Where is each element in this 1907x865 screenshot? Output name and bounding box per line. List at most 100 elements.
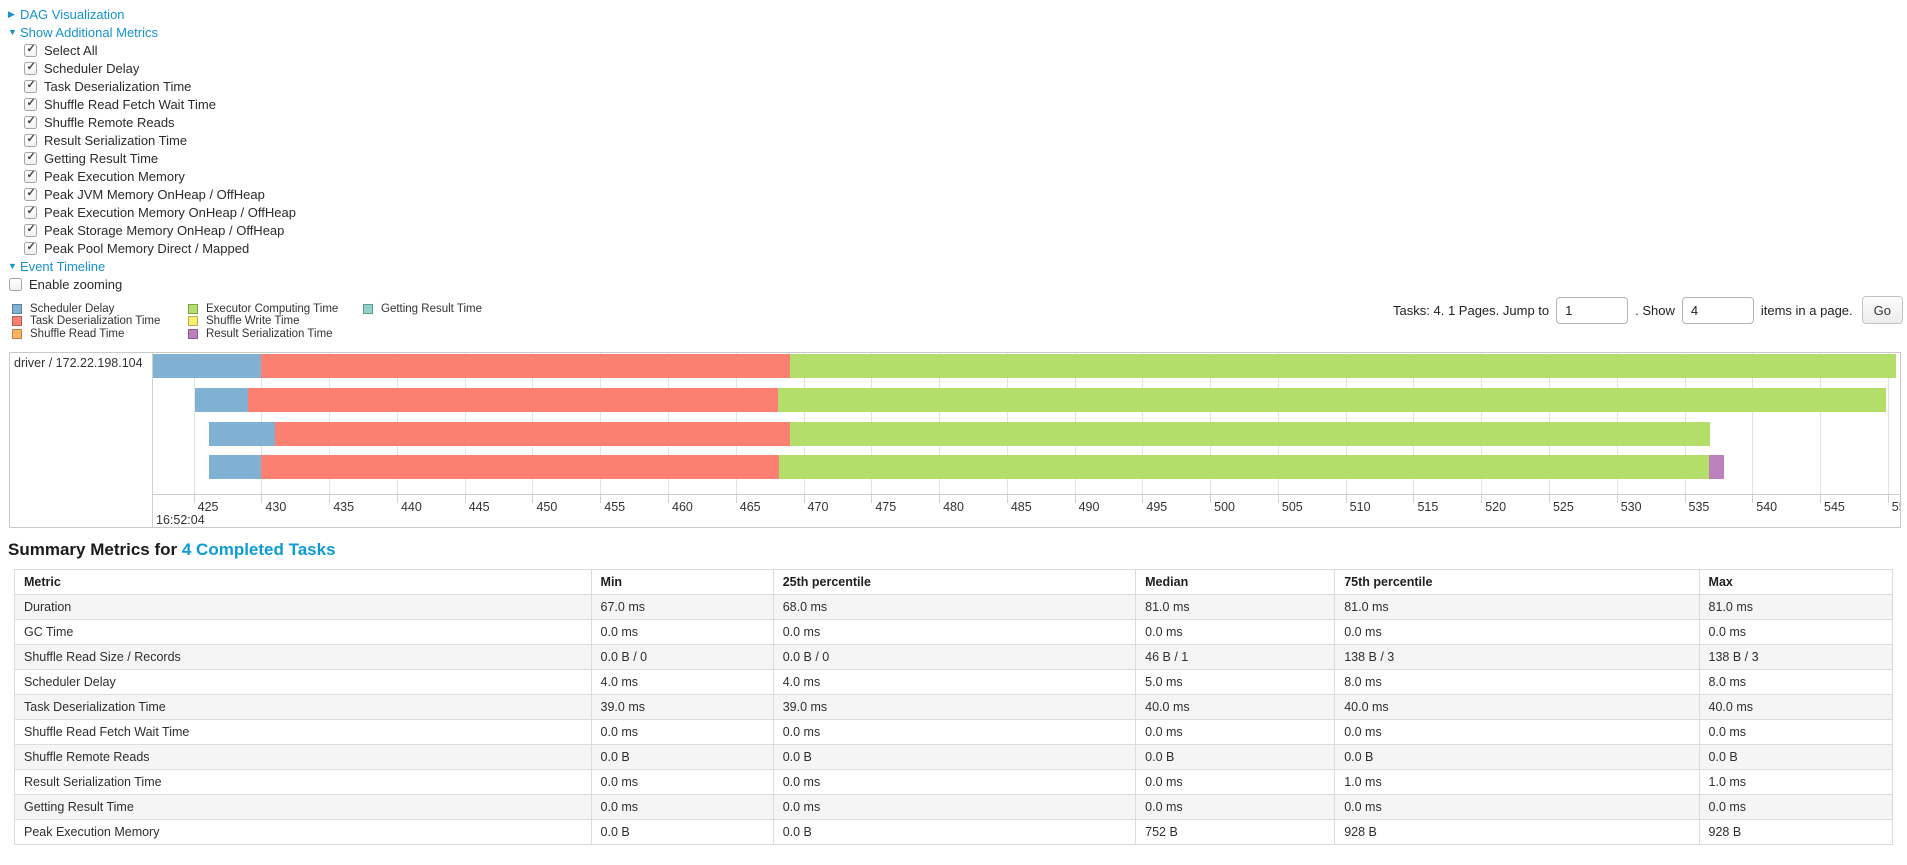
axis-tick-label: 490 [1078,500,1100,514]
metric-value-cell: 5.0 ms [1135,669,1336,695]
enable-zooming-checkbox[interactable] [9,277,22,291]
checkbox-label: Shuffle Read Fetch Wait Time [44,96,216,112]
metric-value-cell: 0.0 B [772,819,1137,845]
legend-label: Scheduler Delay [30,302,115,315]
task-4-segment-scheduler-delay[interactable] [208,455,262,479]
items-per-page-input[interactable] [1681,296,1754,324]
task-2-segment-scheduler-delay[interactable] [195,388,248,412]
metric-checkbox-list: Select All Scheduler Delay Task Deserializ… [8,41,296,257]
metric-value-cell: 0.0 ms [590,769,774,795]
metric-value-cell: 928 B [1698,819,1894,845]
axis-tick-label: 505 [1281,500,1303,514]
checkbox-peak-pool-memory-direct-mapped[interactable] [24,240,37,255]
table-row-shuffle-remote-reads: Shuffle Remote Reads 0.0 B 0.0 B 0.0 B 0.0 B… [14,744,1894,770]
show-additional-metrics-toggle[interactable]: ▼ Show Additional Metrics [8,23,296,41]
metric-value-cell: 81.0 ms [1334,594,1700,620]
metric-checkbox-row-peak-pool-memory-direct-mapped[interactable]: Peak Pool Memory Direct / Mapped [24,239,296,257]
task-2-segment-executor-computing-time[interactable] [777,388,1887,412]
task-2-segment-task-deserialization-time[interactable] [247,388,778,412]
metric-checkbox-row-scheduler-delay[interactable]: Scheduler Delay [24,59,296,77]
checkbox-peak-storage-memory-onheap-offheap[interactable] [24,222,37,237]
axis-tick [939,494,941,503]
metric-checkbox-row-peak-execution-memory-onheap-offheap[interactable]: Peak Execution Memory OnHeap / OffHeap [24,203,296,221]
axis-tick-label: 520 [1485,500,1507,514]
task-3-segment-task-deserialization-time[interactable] [274,422,790,446]
checkbox-peak-execution-memory-onheap-offheap[interactable] [24,204,37,219]
summary-metrics-table: Metric Min 25th percentile Median 75th perce… [14,569,1894,845]
task-1-segment-task-deserialization-time[interactable] [261,354,790,378]
jump-to-page-input[interactable] [1556,296,1629,324]
metric-checkbox-row-select-all[interactable]: Select All [24,41,296,59]
metric-value-cell: 40.0 ms [1334,694,1700,720]
checkbox-getting-result-time[interactable] [24,150,37,165]
dag-visualization-label: DAG Visualization [20,6,125,22]
checkbox-label: Task Deserialization Time [44,78,192,94]
dag-visualization-toggle[interactable]: ▶ DAG Visualization [8,5,296,23]
metric-value-cell: 0.0 ms [1135,794,1336,820]
checkbox-shuffle-read-fetch-wait-time[interactable] [24,96,37,111]
metric-checkbox-row-result-serialization-time[interactable]: Result Serialization Time [24,131,296,149]
show-additional-metrics-label: Show Additional Metrics [20,24,159,40]
timeline-legend: Scheduler Delay Task Deserialization Time… [12,303,482,341]
metric-name-cell: Shuffle Read Size / Records [14,644,592,670]
legend-swatch-icon [188,328,198,339]
axis-tick-label: 500 [1214,500,1235,514]
task-4-segment-executor-computing-time[interactable] [779,455,1709,479]
legend-item-shuffle-read-time: Shuffle Read Time [12,328,188,340]
metric-checkbox-row-task-deserialization-time[interactable]: Task Deserialization Time [24,77,296,95]
checkbox-peak-execution-memory[interactable] [24,168,37,183]
axis-tick [1887,494,1889,503]
axis-tick-label: 535 [1688,500,1710,514]
metric-value-cell: 0.0 ms [1334,794,1700,820]
metric-checkbox-row-shuffle-read-fetch-wait-time[interactable]: Shuffle Read Fetch Wait Time [24,95,296,113]
checkbox-select-all[interactable] [24,42,37,57]
metric-value-cell: 0.0 ms [1135,619,1336,645]
axis-tick-label: 440 [400,500,422,514]
checkbox-scheduler-delay[interactable] [24,60,37,75]
metric-checkbox-row-peak-execution-memory[interactable]: Peak Execution Memory [24,167,296,185]
table-row-duration: Duration 67.0 ms 68.0 ms 81.0 ms 81.0 ms 81.0… [14,594,1894,620]
task-3-segment-scheduler-delay[interactable] [208,422,275,446]
metric-checkbox-row-peak-storage-memory-onheap-offheap[interactable]: Peak Storage Memory OnHeap / OffHeap [24,221,296,239]
table-header-median: Median [1135,569,1336,595]
completed-tasks-link[interactable]: 4 Completed Tasks [181,540,336,559]
show-text: . Show [1635,302,1675,318]
event-timeline-chart[interactable]: 425 430 435 440 445 450 455 460 465 470 475 480 485 4… [9,352,1901,528]
checkbox-result-serialization-time[interactable] [24,132,37,147]
axis-tick [1345,494,1347,503]
go-button[interactable]: Go [1861,296,1903,324]
checkbox-task-deserialization-time[interactable] [24,78,37,93]
axis-tick [1413,494,1415,503]
axis-tick-label: 545 [1824,500,1845,514]
task-4-segment-task-deserialization-time[interactable] [261,455,780,479]
metric-value-cell: 4.0 ms [590,669,774,695]
table-row-getting-result-time: Getting Result Time 0.0 ms 0.0 ms 0.0 ms 0.0… [14,794,1894,820]
metric-value-cell: 0.0 B [1334,744,1700,770]
task-1-segment-executor-computing-time[interactable] [789,354,1896,378]
metric-value-cell: 0.0 ms [772,619,1137,645]
axis-tick-label: 495 [1146,500,1168,514]
event-timeline-toggle[interactable]: ▼ Event Timeline [8,257,296,275]
axis-tick-label: 460 [672,500,693,514]
axis-tick [1820,494,1822,503]
task-1-segment-scheduler-delay[interactable] [153,354,262,378]
chevron-right-icon: ▶ [8,8,15,19]
checkbox-peak-jvm-memory-onheap-offheap[interactable] [24,186,37,201]
enable-zooming-row[interactable]: Enable zooming [9,275,296,293]
chevron-down-icon: ▼ [8,261,17,271]
task-3-segment-executor-computing-time[interactable] [789,422,1711,446]
metric-value-cell: 0.0 B [1698,744,1894,770]
metric-value-cell: 0.0 B / 0 [590,644,774,670]
axis-tick-label: 550 [1891,500,1900,514]
legend-item-task-deserialization-time: Task Deserialization Time [12,315,188,327]
checkbox-shuffle-remote-reads[interactable] [24,114,37,129]
legend-label: Result Serialization Time [206,327,333,340]
gridline [1820,353,1822,494]
task-4-segment-result-serialization-time[interactable] [1708,455,1724,479]
gridline [1887,353,1889,494]
metric-checkbox-row-getting-result-time[interactable]: Getting Result Time [24,149,296,167]
metric-checkbox-row-shuffle-remote-reads[interactable]: Shuffle Remote Reads [24,113,296,131]
axis-tick [1616,494,1618,503]
metric-checkbox-row-peak-jvm-memory-onheap-offheap[interactable]: Peak JVM Memory OnHeap / OffHeap [24,185,296,203]
